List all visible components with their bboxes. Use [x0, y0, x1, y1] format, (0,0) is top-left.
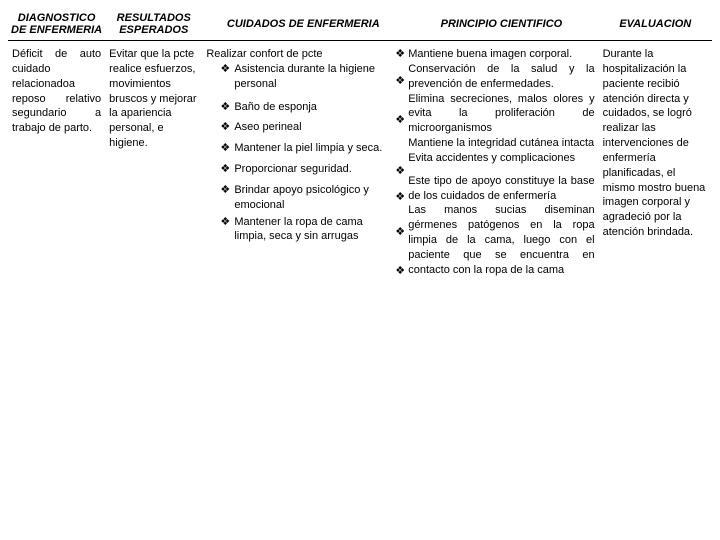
cell-evaluacion: Durante la hospitalización la paciente r…	[599, 41, 712, 285]
principio-p6: Este tipo de apoyo constituye la base de…	[408, 174, 594, 204]
principio-p5: Evita accidentes y complicaciones	[408, 151, 594, 166]
header-principio: PRINCIPIO CIENTIFICO	[404, 8, 598, 41]
diamond-icon: ❖	[220, 62, 234, 77]
header-evaluacion: EVALUACION	[599, 8, 712, 41]
diamond-icon: ❖	[395, 190, 400, 205]
cell-principio-bullets: ❖ ❖ ❖ ❖ ❖ ❖ ❖	[391, 41, 404, 285]
principio-p1: Mantiene buena imagen corporal.	[408, 47, 594, 62]
diamond-icon: ❖	[220, 162, 234, 177]
diamond-icon: ❖	[395, 264, 400, 279]
cell-cuidados: Realizar confort de pcte ❖ Asistencia du…	[202, 41, 391, 285]
diamond-icon: ❖	[220, 183, 234, 198]
diamond-icon: ❖	[395, 113, 400, 128]
cuidados-sub1: Asistencia durante la higiene personal	[234, 62, 387, 92]
diamond-icon: ❖	[220, 120, 234, 135]
cuidados-b4: Mantener la piel limpia y seca.	[234, 141, 387, 156]
principio-p2: Conservación de la salud y la prevención…	[408, 62, 594, 92]
diamond-icon: ❖	[395, 74, 400, 89]
diamond-icon: ❖	[220, 100, 234, 115]
header-diagnostico: DIAGNOSTICO DE ENFERMERIA	[8, 8, 105, 41]
cuidados-b3: Aseo perineal	[234, 120, 387, 135]
cuidados-b6: Brindar apoyo psicológico y emocional	[234, 183, 387, 213]
cell-principio: Mantiene buena imagen corporal. Conserva…	[404, 41, 598, 285]
principio-p3: Elimina secreciones, malos olores y evit…	[408, 92, 594, 137]
cuidados-lead: Realizar confort de pcte	[206, 47, 387, 62]
diamond-icon: ❖	[395, 164, 400, 179]
cuidados-b2: Baño de esponja	[234, 100, 387, 115]
header-resultados: RESULTADOS ESPERADOS	[105, 8, 202, 41]
cuidados-b5: Proporcionar seguridad.	[234, 162, 387, 177]
cell-resultados: Evitar que la pcte realice esfuerzos, mo…	[105, 41, 202, 285]
diamond-icon: ❖	[395, 47, 400, 62]
principio-p4: Mantiene la integridad cutánea intacta	[408, 136, 594, 151]
diamond-icon: ❖	[395, 225, 400, 240]
cuidados-b7: Mantener la ropa de cama limpia, seca y …	[234, 215, 387, 245]
header-cuidados: CUIDADOS DE ENFERMERIA	[202, 8, 404, 41]
diamond-icon: ❖	[220, 141, 234, 156]
diamond-icon: ❖	[220, 215, 234, 230]
principio-p7: Las manos sucias diseminan gérmenes pató…	[408, 203, 594, 277]
nursing-care-table: DIAGNOSTICO DE ENFERMERIA RESULTADOS ESP…	[8, 8, 712, 285]
cell-diagnostico: Déficit de auto cuidado relacionadoa rep…	[8, 41, 105, 285]
